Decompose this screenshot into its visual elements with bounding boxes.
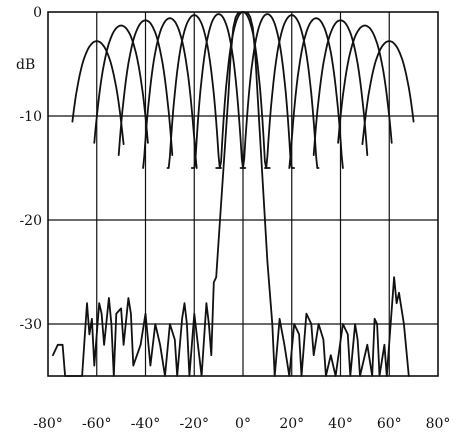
- x-tick-label: -60°: [82, 416, 112, 432]
- beam-curve: [239, 13, 296, 169]
- beam-curve: [361, 40, 415, 145]
- beam-curve: [337, 24, 393, 144]
- beam-curve: [288, 17, 344, 169]
- beam-curve: [117, 19, 174, 156]
- x-tick-label: -20°: [179, 416, 209, 432]
- x-tick-labels: -80° -60° -40° -20° 0° 20° 40° 60° 80°: [33, 416, 450, 432]
- x-tick-label: -40°: [131, 416, 161, 432]
- y-tick-label: -30: [19, 317, 42, 333]
- y-tick-label: 0: [33, 5, 42, 21]
- beam-curve: [264, 14, 320, 169]
- main-beam-pattern-curve: [52, 11, 410, 377]
- x-tick-label: 20°: [279, 416, 304, 432]
- beam-curve: [93, 24, 149, 144]
- x-tick-label: 0°: [235, 416, 251, 432]
- x-tick-label: 80°: [426, 416, 451, 432]
- beam-curve: [142, 17, 198, 169]
- beam-curve: [71, 40, 125, 145]
- beam-curves: [71, 11, 415, 169]
- x-tick-label: 60°: [377, 416, 402, 432]
- y-tick-label: -20: [19, 213, 42, 229]
- beam-curve: [312, 19, 369, 156]
- x-tick-label: -80°: [33, 416, 63, 432]
- beam-curve: [190, 13, 247, 169]
- x-tick-label: 40°: [328, 416, 353, 432]
- grid: [48, 12, 438, 376]
- y-axis-unit-label: dB: [16, 57, 35, 73]
- beam-curve: [166, 14, 222, 169]
- y-tick-labels: 0 -10 -20 -30: [19, 5, 42, 333]
- y-tick-label: -10: [19, 109, 42, 125]
